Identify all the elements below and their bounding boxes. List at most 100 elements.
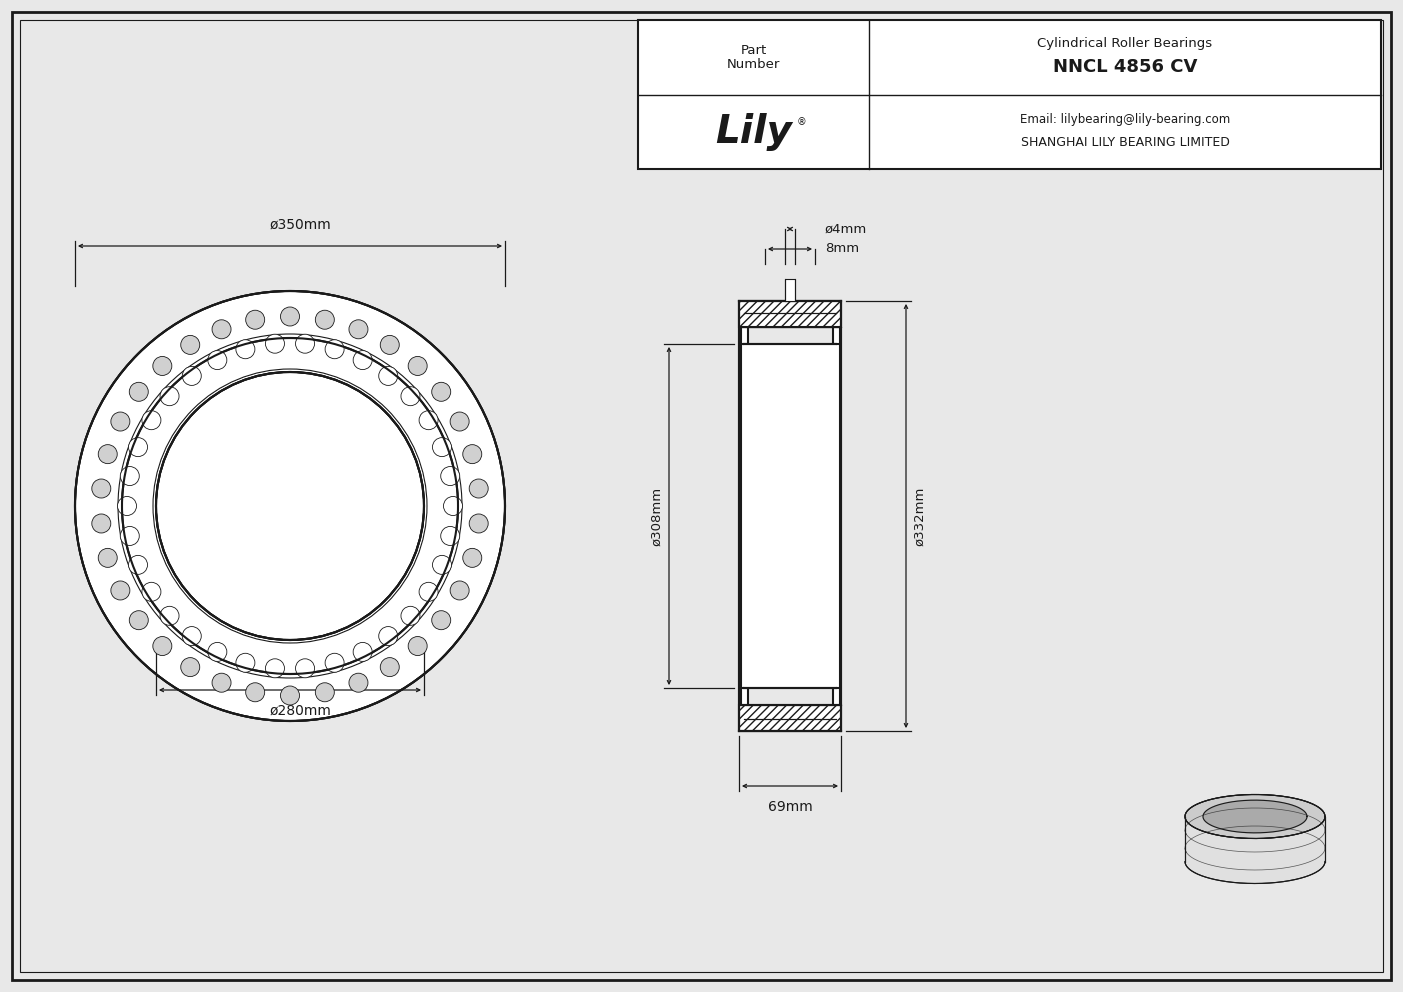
Ellipse shape <box>236 654 255 673</box>
Text: Lily: Lily <box>716 113 791 151</box>
Bar <box>739 301 840 327</box>
Ellipse shape <box>463 444 481 463</box>
Ellipse shape <box>349 674 368 692</box>
Ellipse shape <box>111 412 130 432</box>
Ellipse shape <box>212 319 231 339</box>
Text: 69mm: 69mm <box>767 800 812 814</box>
Ellipse shape <box>182 627 201 646</box>
Ellipse shape <box>325 654 344 673</box>
Ellipse shape <box>463 549 481 567</box>
Ellipse shape <box>408 637 427 656</box>
Ellipse shape <box>379 627 397 646</box>
Text: ø332mm: ø332mm <box>913 486 926 546</box>
Ellipse shape <box>380 658 400 677</box>
Bar <box>748 344 832 688</box>
Ellipse shape <box>296 334 314 353</box>
Bar <box>741 705 839 731</box>
Text: ø350mm: ø350mm <box>269 218 331 232</box>
Ellipse shape <box>142 411 161 430</box>
Ellipse shape <box>401 606 419 625</box>
Ellipse shape <box>450 412 469 432</box>
Ellipse shape <box>354 643 372 662</box>
Ellipse shape <box>408 356 427 375</box>
Bar <box>737 299 843 733</box>
Ellipse shape <box>419 582 438 601</box>
Ellipse shape <box>265 334 285 353</box>
Ellipse shape <box>181 335 199 354</box>
Ellipse shape <box>208 643 227 662</box>
Bar <box>833 327 840 705</box>
Ellipse shape <box>129 437 147 456</box>
Bar <box>741 344 748 688</box>
Text: ø4mm: ø4mm <box>825 222 867 235</box>
Ellipse shape <box>469 479 488 498</box>
Ellipse shape <box>129 556 147 574</box>
Ellipse shape <box>325 339 344 359</box>
Bar <box>833 344 840 688</box>
Bar <box>739 705 840 731</box>
Ellipse shape <box>208 350 227 370</box>
Ellipse shape <box>380 335 400 354</box>
Ellipse shape <box>142 582 161 601</box>
Text: Cylindrical Roller Bearings: Cylindrical Roller Bearings <box>1037 37 1212 50</box>
Ellipse shape <box>246 682 265 701</box>
Polygon shape <box>1186 795 1324 838</box>
Polygon shape <box>1202 801 1308 833</box>
Ellipse shape <box>212 674 231 692</box>
Ellipse shape <box>236 339 255 359</box>
Text: ø280mm: ø280mm <box>269 704 331 718</box>
Ellipse shape <box>91 514 111 533</box>
Ellipse shape <box>432 611 450 630</box>
Text: Part
Number: Part Number <box>727 44 780 71</box>
Ellipse shape <box>153 637 171 656</box>
Ellipse shape <box>419 411 438 430</box>
Ellipse shape <box>156 372 424 640</box>
Bar <box>741 301 839 327</box>
Ellipse shape <box>265 659 285 678</box>
Bar <box>638 20 1381 169</box>
Text: ®: ® <box>797 117 807 127</box>
Ellipse shape <box>182 366 201 386</box>
Ellipse shape <box>432 382 450 402</box>
Ellipse shape <box>129 611 149 630</box>
Ellipse shape <box>91 479 111 498</box>
Ellipse shape <box>441 466 460 485</box>
Ellipse shape <box>432 437 452 456</box>
Ellipse shape <box>160 387 180 406</box>
Bar <box>786 279 796 301</box>
Ellipse shape <box>296 659 314 678</box>
Text: NNCL 4856 CV: NNCL 4856 CV <box>1052 59 1197 76</box>
Ellipse shape <box>450 581 469 600</box>
Ellipse shape <box>316 310 334 329</box>
Ellipse shape <box>281 686 299 705</box>
Ellipse shape <box>98 444 118 463</box>
Ellipse shape <box>181 658 199 677</box>
Ellipse shape <box>129 382 149 402</box>
Ellipse shape <box>98 549 118 567</box>
Ellipse shape <box>469 514 488 533</box>
Bar <box>741 705 839 731</box>
Text: ø308mm: ø308mm <box>651 486 664 546</box>
Ellipse shape <box>111 581 130 600</box>
Text: SHANGHAI LILY BEARING LIMITED: SHANGHAI LILY BEARING LIMITED <box>1020 136 1229 149</box>
Bar <box>741 327 748 705</box>
Ellipse shape <box>153 356 171 375</box>
Text: 8mm: 8mm <box>825 242 859 256</box>
Ellipse shape <box>121 466 139 485</box>
Ellipse shape <box>160 606 180 625</box>
Ellipse shape <box>246 310 265 329</box>
Bar <box>741 301 839 327</box>
Polygon shape <box>1186 795 1324 884</box>
Bar <box>744 301 836 731</box>
Ellipse shape <box>432 556 452 574</box>
Ellipse shape <box>441 527 460 546</box>
Ellipse shape <box>281 307 299 326</box>
Text: Email: lilybearing@lily-bearing.com: Email: lilybearing@lily-bearing.com <box>1020 113 1230 127</box>
Ellipse shape <box>74 291 505 721</box>
Ellipse shape <box>121 527 139 546</box>
Ellipse shape <box>379 366 397 386</box>
Ellipse shape <box>316 682 334 701</box>
Bar <box>744 344 836 688</box>
Ellipse shape <box>401 387 419 406</box>
Ellipse shape <box>118 497 136 516</box>
